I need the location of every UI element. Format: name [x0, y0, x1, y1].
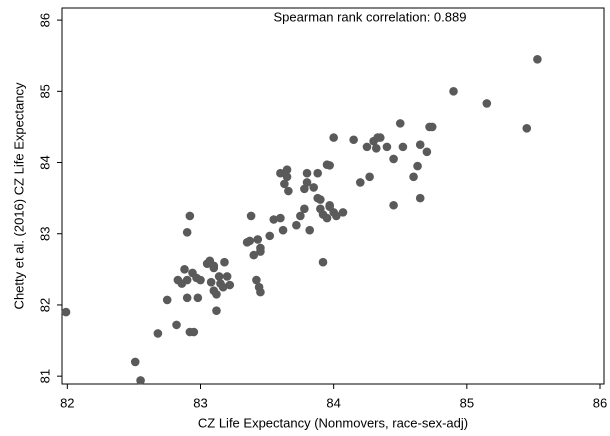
- point: [209, 263, 219, 273]
- point: [282, 172, 292, 182]
- point: [362, 142, 372, 152]
- point: [415, 140, 425, 150]
- point: [413, 161, 422, 171]
- y-tick-label: 86: [37, 13, 52, 27]
- point: [256, 287, 265, 297]
- point: [212, 306, 221, 315]
- point: [325, 200, 334, 210]
- point: [196, 275, 205, 285]
- point: [282, 165, 292, 174]
- point: [269, 215, 279, 224]
- y-axis-label: Chetty et al. (2016) CZ Life Expectancy: [11, 82, 26, 309]
- point: [246, 211, 256, 221]
- point: [309, 183, 318, 192]
- point: [316, 195, 325, 204]
- annotation: Spearman rank correlation: 0.889: [274, 9, 467, 24]
- point: [389, 154, 398, 164]
- point: [182, 228, 192, 237]
- x-tick-label: 84: [326, 395, 340, 410]
- point: [409, 172, 418, 182]
- point: [322, 213, 332, 223]
- point: [280, 179, 289, 189]
- point: [533, 54, 542, 64]
- x-tick-label: 85: [460, 395, 474, 410]
- point: [338, 208, 348, 217]
- point: [276, 213, 285, 223]
- point: [136, 376, 145, 385]
- x-tick-label: 83: [193, 395, 207, 410]
- point: [300, 204, 309, 214]
- point: [276, 168, 285, 178]
- y-tick-label: 82: [37, 298, 52, 312]
- point: [422, 147, 432, 157]
- point: [265, 231, 275, 241]
- point: [522, 124, 532, 133]
- point: [185, 211, 195, 221]
- point: [256, 243, 265, 253]
- point: [212, 289, 221, 299]
- y-tick-label: 85: [37, 84, 52, 98]
- x-axis-label: CZ Life Expectancy (Nonmovers, race-sex-…: [198, 415, 468, 430]
- point: [249, 250, 259, 260]
- point: [427, 122, 437, 132]
- point: [245, 236, 255, 246]
- point: [189, 327, 199, 337]
- x-tick-label: 82: [60, 395, 74, 410]
- point: [371, 143, 381, 153]
- point: [222, 272, 232, 281]
- y-tick-label: 84: [37, 155, 52, 169]
- point: [325, 161, 334, 170]
- point: [61, 307, 71, 317]
- point: [375, 133, 385, 142]
- point: [284, 186, 293, 196]
- plot-frame: [61, 7, 605, 385]
- point: [296, 211, 305, 221]
- point: [220, 257, 229, 267]
- point: [252, 275, 261, 285]
- point: [182, 293, 192, 303]
- point: [130, 357, 140, 367]
- point: [172, 320, 181, 330]
- point: [292, 220, 301, 230]
- point: [218, 282, 228, 292]
- point: [278, 225, 288, 235]
- point: [415, 193, 425, 203]
- point: [449, 87, 458, 96]
- point: [395, 119, 405, 128]
- point: [389, 200, 398, 210]
- point: [349, 135, 358, 145]
- point: [398, 142, 408, 152]
- point: [302, 168, 312, 178]
- point: [206, 277, 216, 287]
- point: [318, 257, 328, 267]
- point: [214, 272, 224, 281]
- point: [302, 178, 312, 187]
- point: [180, 265, 189, 274]
- point: [305, 225, 314, 235]
- point: [482, 99, 492, 108]
- y-tick-label: 81: [37, 369, 52, 383]
- point: [382, 142, 392, 152]
- point: [153, 329, 163, 338]
- point: [162, 295, 172, 305]
- point: [193, 293, 203, 303]
- point: [329, 133, 338, 142]
- x-tick-label: 86: [593, 395, 607, 410]
- point: [313, 168, 322, 178]
- y-tick-label: 83: [37, 227, 52, 241]
- point: [182, 275, 192, 285]
- point: [332, 211, 341, 221]
- point: [253, 235, 263, 244]
- point: [225, 280, 235, 290]
- point: [365, 172, 374, 182]
- point: [355, 178, 365, 187]
